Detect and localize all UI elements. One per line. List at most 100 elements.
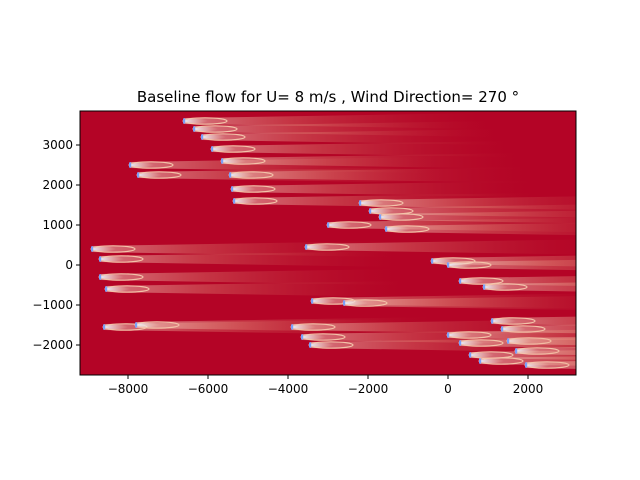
turbine-rotor bbox=[221, 158, 224, 164]
wake-far bbox=[232, 181, 532, 197]
wake-far bbox=[222, 153, 522, 169]
wake-core bbox=[460, 341, 484, 345]
wake-core bbox=[470, 353, 494, 357]
wake-core bbox=[100, 257, 124, 261]
wake bbox=[446, 259, 576, 271]
wake-core bbox=[136, 323, 160, 327]
turbine-rotor bbox=[507, 338, 510, 344]
wake-core bbox=[480, 359, 504, 363]
turbine-rotor bbox=[129, 162, 132, 168]
turbine-rotor bbox=[459, 340, 462, 346]
wake-core bbox=[306, 245, 330, 249]
wake-core bbox=[492, 319, 516, 323]
wake bbox=[200, 129, 502, 145]
turbine-rotor bbox=[201, 134, 204, 140]
wake-far bbox=[202, 129, 502, 145]
turbine-rotor bbox=[491, 318, 494, 324]
wake-core bbox=[138, 173, 162, 177]
x-tick-label: −8000 bbox=[108, 382, 149, 396]
turbine-rotor bbox=[479, 358, 482, 364]
wake-far bbox=[386, 222, 576, 236]
wake-layer bbox=[90, 113, 576, 369]
wake-far bbox=[212, 141, 512, 157]
wake-core bbox=[360, 201, 384, 205]
x-axis: −8000 −6000 −4000 −2000 0 2000 bbox=[108, 375, 544, 396]
wake-far bbox=[480, 356, 576, 366]
turbine-rotor bbox=[311, 298, 314, 304]
turbine-rotor bbox=[343, 300, 346, 306]
wake-core bbox=[312, 299, 336, 303]
x-tick-label: 0 bbox=[444, 382, 452, 396]
turbine-rotor bbox=[459, 278, 462, 284]
turbine-rotor bbox=[233, 198, 236, 204]
turbine-rotor bbox=[301, 334, 304, 340]
x-tick-label: −2000 bbox=[348, 382, 389, 396]
wake bbox=[210, 141, 512, 157]
wake-core bbox=[222, 159, 246, 163]
wake-core bbox=[106, 287, 130, 291]
wake-far bbox=[484, 282, 576, 292]
turbine-rotor bbox=[91, 246, 94, 252]
turbine-rotor bbox=[229, 172, 232, 178]
turbine-rotor bbox=[379, 214, 382, 220]
wake bbox=[98, 269, 400, 285]
wake-far bbox=[344, 296, 576, 310]
chart-title: Baseline flow for U= 8 m/s , Wind Direct… bbox=[137, 88, 519, 106]
wake-core bbox=[184, 119, 208, 123]
wake-core bbox=[92, 247, 116, 251]
turbine-rotor bbox=[105, 286, 108, 292]
wake-core bbox=[310, 343, 334, 347]
y-tick-label: 1000 bbox=[42, 218, 73, 232]
wake-core bbox=[448, 263, 472, 267]
wake bbox=[478, 356, 576, 366]
wake-core bbox=[130, 163, 154, 167]
wake-core bbox=[212, 147, 236, 151]
turbine-rotor bbox=[99, 256, 102, 262]
turbine-rotor bbox=[193, 126, 196, 132]
turbine-rotor bbox=[103, 324, 106, 330]
wake-far bbox=[230, 167, 530, 183]
wake-core bbox=[448, 333, 472, 337]
turbine-rotor bbox=[359, 200, 362, 206]
wake-core bbox=[380, 215, 404, 219]
wake-core bbox=[328, 223, 352, 227]
wake-core bbox=[104, 325, 128, 329]
rotor-layer bbox=[91, 118, 528, 368]
turbine-rotor bbox=[183, 118, 186, 124]
turbine-rotor bbox=[305, 244, 308, 250]
turbine-rotor bbox=[385, 226, 388, 232]
turbine-rotor bbox=[431, 258, 434, 264]
turbine-rotor bbox=[99, 274, 102, 280]
plot-frame bbox=[79, 110, 577, 376]
wake-core bbox=[202, 135, 226, 139]
wake-core bbox=[302, 335, 326, 339]
turbine-rotor bbox=[525, 362, 528, 368]
turbine-rotor bbox=[447, 262, 450, 268]
wake-far bbox=[106, 281, 406, 297]
y-tick-label: 3000 bbox=[42, 138, 73, 152]
wake-core bbox=[230, 173, 254, 177]
wake-far bbox=[306, 239, 576, 255]
wake-core bbox=[370, 209, 394, 213]
turbine-rotor bbox=[135, 322, 138, 328]
wake-core bbox=[232, 187, 256, 191]
turbine-rotor bbox=[447, 332, 450, 338]
x-tick-label: −4000 bbox=[268, 382, 309, 396]
turbine-rotor bbox=[291, 324, 294, 330]
y-axis: −2000 −1000 0 1000 2000 3000 bbox=[32, 138, 80, 352]
wake bbox=[228, 167, 530, 183]
turbine-rotor bbox=[211, 146, 214, 152]
x-tick-label: 2000 bbox=[513, 382, 544, 396]
turbine-rotor bbox=[515, 348, 518, 354]
wake-core bbox=[194, 127, 218, 131]
wake-core bbox=[344, 301, 368, 305]
y-tick-label: 0 bbox=[65, 258, 73, 272]
y-tick-label: −2000 bbox=[32, 338, 73, 352]
wake-core bbox=[100, 275, 124, 279]
wake-core bbox=[502, 327, 526, 331]
y-tick-label: −1000 bbox=[32, 298, 73, 312]
turbine-rotor bbox=[309, 342, 312, 348]
wake bbox=[304, 239, 576, 255]
wake-far bbox=[100, 269, 400, 285]
